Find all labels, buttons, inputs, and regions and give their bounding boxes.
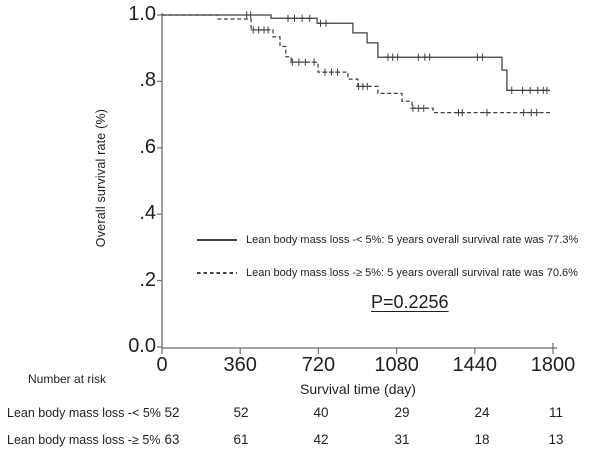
x-tick-label: 1440 <box>452 354 498 376</box>
survival-curve-dashed <box>162 14 550 114</box>
risk-count: 52 <box>164 405 180 420</box>
risk-count: 13 <box>548 432 564 447</box>
risk-count: 63 <box>164 432 180 447</box>
y-axis-title: Overall survival rate (%) <box>94 108 108 248</box>
x-tick-label: 720 <box>301 354 336 376</box>
y-tick-label: .8 <box>139 69 156 92</box>
p-value-annotation: P=0.2256 <box>371 292 449 312</box>
risk-count: 24 <box>474 405 490 420</box>
legend-solid-line-sample <box>197 239 237 241</box>
risk-row-label: Lean body mass loss -< 5% <box>7 406 161 420</box>
legend-item-dashed: Lean body mass loss -≥ 5%: 5 years overa… <box>197 267 578 279</box>
x-axis-title: Survival time (day) <box>300 381 416 397</box>
legend-item-solid: Lean body mass loss -< 5%: 5 years overa… <box>197 234 578 246</box>
risk-count: 40 <box>313 405 329 420</box>
y-tick-label: .2 <box>139 268 156 291</box>
risk-count: 18 <box>474 432 490 447</box>
risk-count: 11 <box>548 405 564 420</box>
risk-count: 52 <box>233 405 249 420</box>
x-tick-label: 360 <box>223 354 257 376</box>
y-tick-label: .4 <box>139 202 156 225</box>
risk-count: 42 <box>313 432 329 447</box>
axis-frame <box>161 13 557 349</box>
y-tick-label: .6 <box>139 135 156 158</box>
y-tick-label: 1.0 <box>128 3 156 26</box>
x-tick-label: 1800 <box>530 354 576 376</box>
risk-row-label: Lean body mass loss -≥ 5% <box>7 433 161 447</box>
number-at-risk-heading: Number at risk <box>28 372 107 386</box>
x-tick-label: 0 <box>156 354 168 376</box>
legend-label: Lean body mass loss -< 5%: 5 years overa… <box>246 234 579 246</box>
x-tick-label: 1080 <box>374 354 419 376</box>
risk-count: 29 <box>394 405 410 420</box>
risk-count: 61 <box>233 432 249 447</box>
risk-count: 31 <box>394 432 410 447</box>
legend-dashed-line-sample <box>197 272 237 274</box>
legend-label: Lean body mass loss -≥ 5%: 5 years overa… <box>246 267 578 279</box>
y-tick-label: 0.0 <box>128 335 156 358</box>
